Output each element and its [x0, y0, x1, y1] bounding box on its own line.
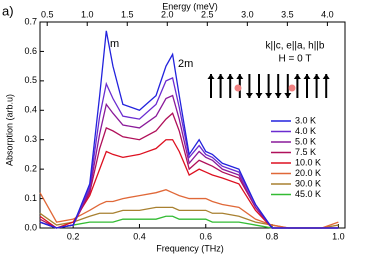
- annotation: H = 0 T: [279, 54, 312, 65]
- panel-label: a): [2, 3, 14, 18]
- x2-tick-label: 3.5: [281, 9, 294, 19]
- x2-tick-label: 0.5: [41, 9, 54, 19]
- annotation: k||c, e||a, h||b: [266, 41, 325, 52]
- spin-arrowhead: [236, 74, 244, 79]
- y-tick-label: 0.5: [24, 75, 37, 85]
- x-tick-label: 0.8: [266, 231, 279, 241]
- data-line: [39, 189, 339, 229]
- x2-axis-label: Energy (meV): [162, 1, 218, 11]
- annotation: 2m: [178, 58, 193, 70]
- spin-arrowhead: [265, 93, 273, 98]
- x-tick-label: 1.0: [332, 231, 345, 241]
- y-tick-label: 0.3: [24, 134, 37, 144]
- x2-tick-label: 1.5: [121, 9, 134, 19]
- legend-label: 7.5 K: [295, 147, 316, 157]
- y-tick-label: 0.0: [24, 222, 37, 232]
- legend-label: 45.0 K: [295, 189, 321, 199]
- data-line: [39, 206, 339, 229]
- y-axis-label: Absorption (arb.u): [4, 94, 14, 166]
- spin-arrowhead: [217, 74, 225, 79]
- spin-arrowhead: [293, 74, 301, 79]
- spin-arrowhead: [255, 93, 263, 98]
- data-line: [39, 30, 339, 229]
- x2-tick-label: 3.0: [241, 9, 254, 19]
- legend-label: 5.0 K: [295, 136, 316, 146]
- legend-label: 10.0 K: [295, 157, 321, 167]
- x2-tick-label: 2.5: [201, 9, 214, 19]
- spin-arrowhead: [274, 93, 282, 98]
- legend-label: 30.0 K: [295, 178, 321, 188]
- x2-tick-label: 1.0: [81, 9, 94, 19]
- defect-dot: [234, 84, 242, 92]
- spin-arrowhead: [207, 74, 215, 79]
- y-tick-label: 0.1: [24, 193, 37, 203]
- annotation: m: [110, 38, 119, 50]
- x2-tick-label: 2.0: [161, 9, 174, 19]
- x2-tick-label: 4.0: [321, 9, 334, 19]
- spin-arrowhead: [245, 93, 253, 98]
- legend-label: 4.0 K: [295, 126, 316, 136]
- spin-arrowhead: [284, 93, 292, 98]
- x-tick-label: 0.6: [200, 231, 213, 241]
- y-tick-label: 0.2: [24, 164, 37, 174]
- x-tick-label: 0.2: [67, 231, 80, 241]
- spin-arrowhead: [303, 74, 311, 79]
- legend-label: 20.0 K: [295, 168, 321, 178]
- y-tick-label: 0.7: [24, 16, 37, 26]
- data-line: [39, 94, 339, 229]
- defect-dot: [288, 84, 296, 92]
- legend-label: 3.0 K: [295, 115, 316, 125]
- x-axis-label: Frequency (THz): [156, 243, 224, 253]
- x-tick-label: 0.4: [133, 231, 146, 241]
- spin-arrowhead: [313, 74, 321, 79]
- spin-arrowhead: [226, 74, 234, 79]
- y-tick-label: 0.6: [24, 46, 37, 56]
- plot-frame: [39, 21, 346, 229]
- spin-arrowhead: [322, 74, 330, 79]
- y-tick-label: 0.4: [24, 105, 37, 115]
- spin-diagram: [207, 74, 330, 98]
